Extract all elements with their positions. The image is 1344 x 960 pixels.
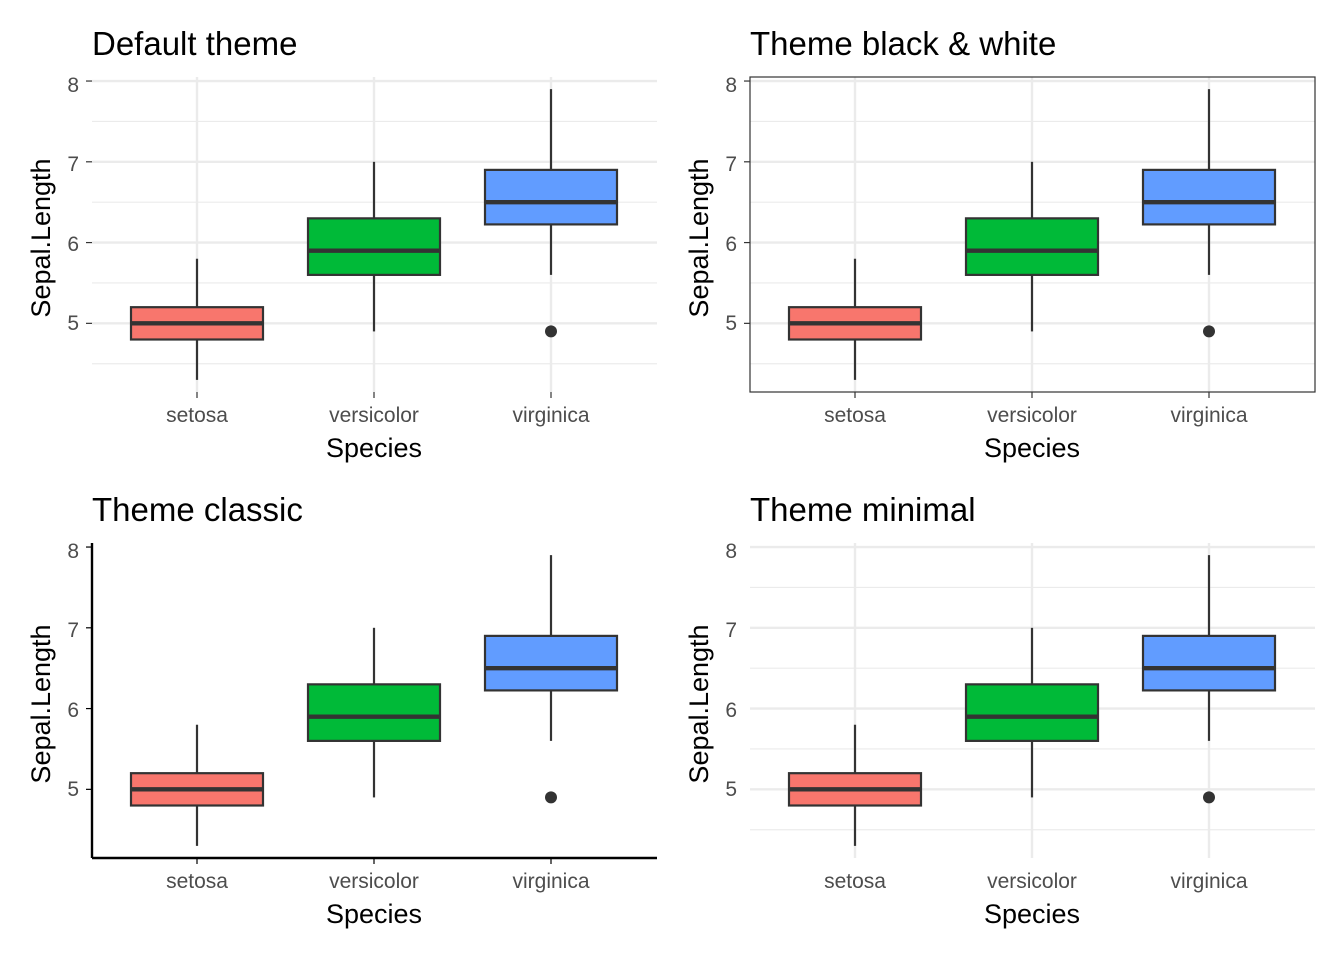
x-tick-label: setosa: [824, 870, 886, 893]
panel-theme-minimal: Theme minimal 5 6 7 8 setosa versicolor …: [684, 491, 1315, 929]
x-tick-label: virginica: [512, 870, 589, 893]
y-tick-label: 7: [725, 619, 737, 642]
y-tick-label: 8: [67, 74, 79, 97]
y-tick-label: 7: [725, 153, 737, 176]
outlier-point: [545, 791, 557, 804]
x-axis-title: Species: [984, 899, 1080, 929]
panel-default-theme: Default theme 5 6 7 8 setosa versicolor …: [26, 25, 657, 463]
y-axis-title: Sepal.Length: [684, 624, 714, 783]
box-virginica: [483, 168, 619, 226]
y-axis-title: Sepal.Length: [26, 624, 56, 783]
box-virginica: [1141, 634, 1277, 692]
x-axis-title: Species: [984, 433, 1080, 463]
box-virginica: [483, 634, 619, 692]
chart-title: Default theme: [92, 25, 297, 62]
plot-area: [86, 77, 657, 398]
y-tick-label: 5: [67, 778, 79, 801]
x-tick-label: virginica: [1170, 404, 1247, 427]
y-tick-label: 5: [725, 778, 737, 801]
box-virginica: [1141, 168, 1277, 226]
y-tick-label: 6: [725, 233, 737, 256]
x-tick-label: versicolor: [987, 870, 1077, 893]
y-tick-label: 8: [725, 74, 737, 97]
y-tick-label: 6: [67, 233, 79, 256]
chart-title: Theme minimal: [750, 491, 976, 528]
x-tick-label: setosa: [824, 404, 886, 427]
y-tick-label: 6: [67, 699, 79, 722]
panel-theme-classic: Theme classic 5 6 7 8 setosa versicolor …: [26, 491, 657, 929]
plot-area: [744, 76, 1316, 398]
x-tick-label: setosa: [166, 870, 228, 893]
x-axis-title: Species: [326, 433, 422, 463]
box-versicolor: [306, 217, 442, 276]
box-versicolor: [964, 683, 1100, 742]
box-versicolor: [306, 683, 442, 742]
x-axis-title: Species: [326, 899, 422, 929]
box-versicolor: [964, 217, 1100, 276]
chart-title: Theme black & white: [750, 25, 1056, 62]
y-tick-label: 8: [67, 540, 79, 563]
chart-title: Theme classic: [92, 491, 303, 528]
x-tick-label: versicolor: [987, 404, 1077, 427]
y-tick-label: 5: [67, 312, 79, 335]
y-tick-label: 7: [67, 619, 79, 642]
y-axis-title: Sepal.Length: [26, 158, 56, 317]
x-tick-label: virginica: [512, 404, 589, 427]
plot-area: [750, 543, 1315, 858]
y-tick-label: 7: [67, 153, 79, 176]
outlier-point: [545, 325, 557, 338]
x-tick-label: virginica: [1170, 870, 1247, 893]
y-tick-label: 5: [725, 312, 737, 335]
y-tick-label: 6: [725, 699, 737, 722]
x-tick-label: versicolor: [329, 404, 419, 427]
outlier-point: [1203, 325, 1215, 338]
outlier-point: [1203, 791, 1215, 804]
plot-area: [86, 543, 657, 864]
y-axis-title: Sepal.Length: [684, 158, 714, 317]
y-tick-label: 8: [725, 540, 737, 563]
x-tick-label: setosa: [166, 404, 228, 427]
panel-theme-black-white: Theme black & white 5 6 7 8 setosa versi…: [684, 25, 1316, 463]
x-tick-label: versicolor: [329, 870, 419, 893]
